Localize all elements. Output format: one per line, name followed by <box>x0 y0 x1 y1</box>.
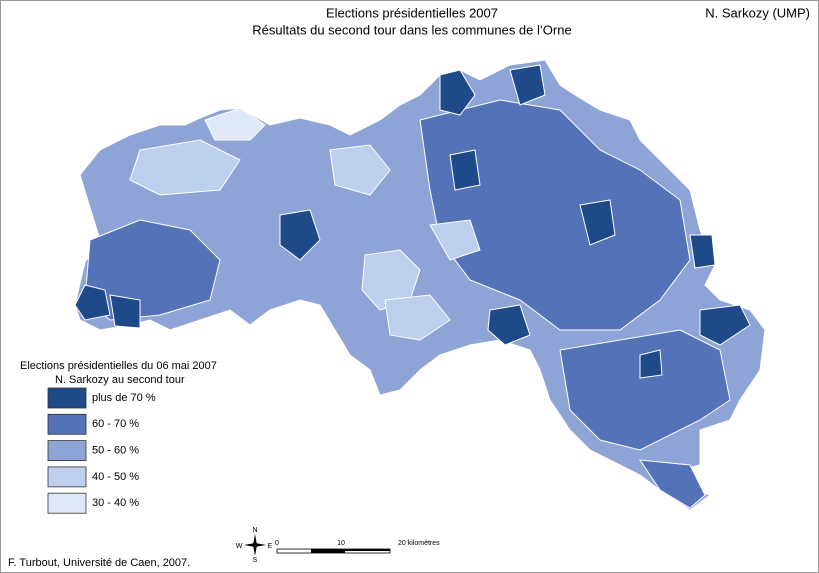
scale-label: 10 <box>337 540 345 547</box>
credit: F. Turbout, Université de Caen, 2007. <box>8 557 190 569</box>
commune-group <box>639 349 663 379</box>
commune-group <box>638 459 706 509</box>
department-map <box>74 59 766 511</box>
legend-label: 50 - 60 % <box>92 445 139 457</box>
title: Elections présidentielles 2007 <box>326 5 498 20</box>
scale-segment <box>311 549 345 553</box>
legend-label: 40 - 50 % <box>92 471 139 483</box>
scale-label: 20 kilomètres <box>398 540 440 547</box>
commune-group <box>329 144 391 196</box>
legend-title: Elections présidentielles du 06 mai 2007 <box>20 360 217 372</box>
legend-subtitle: N. Sarkozy au second tour <box>55 374 185 386</box>
legend-swatch <box>47 466 87 488</box>
commune-group <box>699 304 751 346</box>
commune-group <box>429 219 481 261</box>
subtitle: Résultats du second tour dans les commun… <box>252 22 571 37</box>
commune-group <box>449 149 481 191</box>
legend: plus de 70 % 60 - 70 % 50 - 60 % 40 - 50 % 3… <box>47 387 156 514</box>
commune-group <box>559 329 731 451</box>
legend-swatch <box>47 387 87 409</box>
candidate: N. Sarkozy (UMP) <box>705 5 810 20</box>
compass-rose <box>244 534 266 556</box>
commune-group <box>384 294 451 341</box>
legend-label: 60 - 70 % <box>92 418 139 430</box>
commune-group <box>204 107 266 141</box>
compass-w: W <box>236 543 243 550</box>
legend-label: plus de 70 % <box>92 392 156 404</box>
commune-group <box>129 139 241 196</box>
compass: N S E W <box>236 527 273 564</box>
commune-group <box>579 199 616 246</box>
compass-e: E <box>268 543 273 550</box>
legend-swatch <box>47 440 87 462</box>
scale-label: 0 <box>275 540 279 547</box>
legend-label: 30 - 40 % <box>92 497 139 509</box>
legend-swatch <box>47 492 87 514</box>
compass-n: N <box>252 527 257 534</box>
commune-group <box>439 69 476 116</box>
commune-group <box>689 234 716 269</box>
scale-segment <box>345 549 390 551</box>
commune-group <box>509 64 546 106</box>
commune-group <box>279 209 321 261</box>
scale-bar: 0 10 20 kilomètres <box>275 540 440 554</box>
commune-group <box>487 304 531 346</box>
commune-group <box>74 284 111 321</box>
commune-group <box>109 294 141 329</box>
compass-s: S <box>253 557 258 564</box>
legend-swatch <box>47 413 87 435</box>
